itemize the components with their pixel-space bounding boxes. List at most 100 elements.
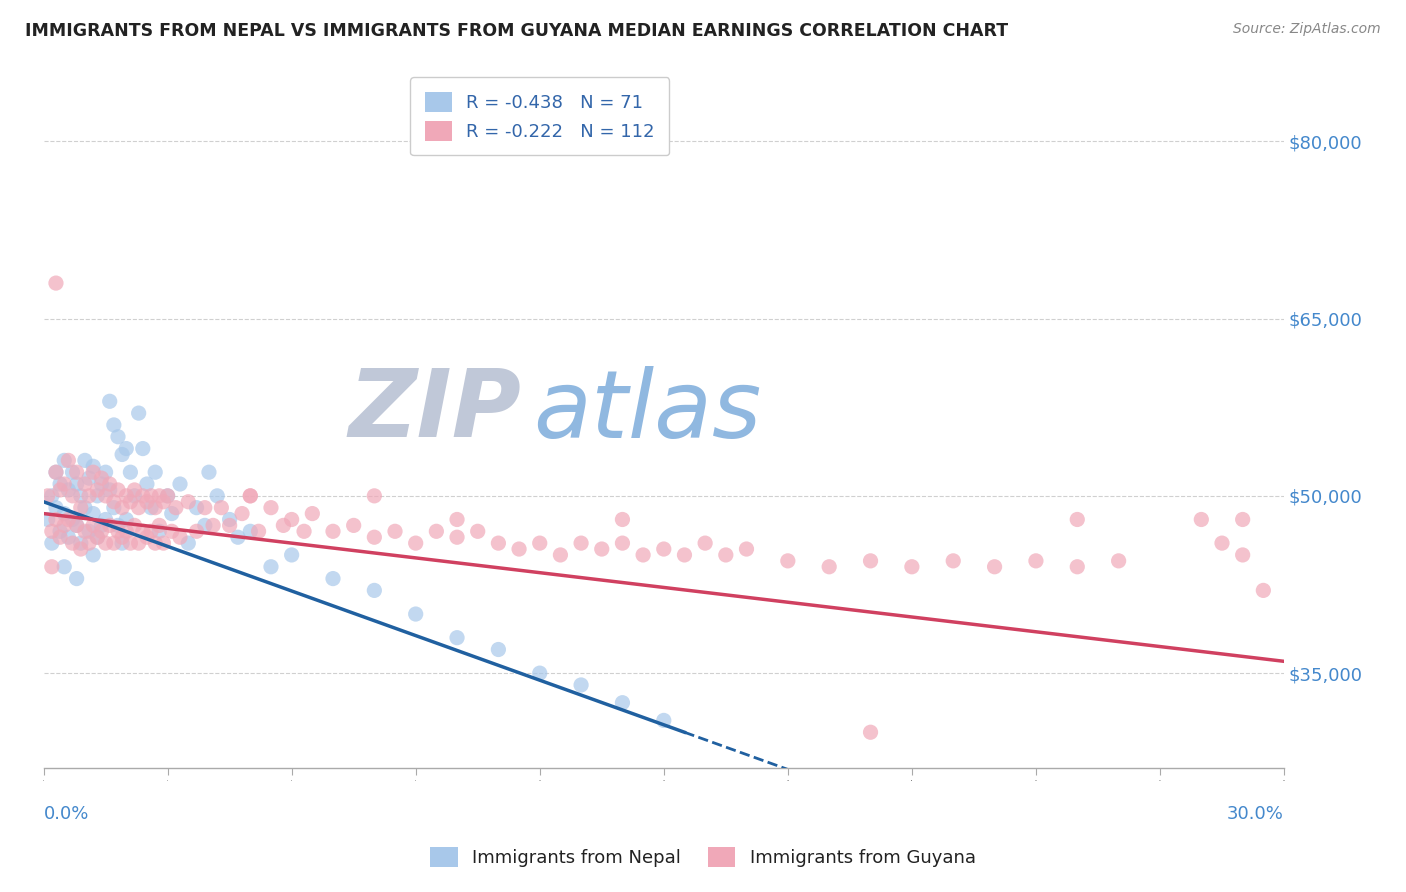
Point [73, 500, 96, 515]
Point [107, 524, 129, 539]
Point [446, 530, 468, 544]
Point [66, 465, 89, 479]
Point [202, 518, 225, 533]
Point [94, 512, 117, 526]
Point [136, 530, 159, 544]
Point [901, 559, 924, 574]
Point [550, 548, 572, 562]
Point [49, 524, 72, 539]
Point [124, 489, 146, 503]
Point [90, 524, 112, 539]
Point [86, 489, 108, 503]
Point [107, 518, 129, 533]
Point [695, 536, 717, 550]
Point [529, 536, 551, 550]
Text: IMMIGRANTS FROM NEPAL VS IMMIGRANTS FROM GUYANA MEDIAN EARNINGS CORRELATION CHAR: IMMIGRANTS FROM NEPAL VS IMMIGRANTS FROM… [25, 22, 1008, 40]
Point [591, 542, 613, 557]
Point [136, 477, 159, 491]
Point [66, 572, 89, 586]
Point [103, 417, 125, 432]
Point [292, 524, 315, 539]
Point [58, 512, 80, 526]
Point [446, 631, 468, 645]
Point [111, 448, 134, 462]
Point [53, 559, 76, 574]
Point [82, 459, 104, 474]
Point [77, 471, 100, 485]
Point [77, 536, 100, 550]
Point [152, 495, 174, 509]
Point [115, 512, 138, 526]
Point [1066, 512, 1088, 526]
Point [62, 465, 84, 479]
Point [859, 725, 882, 739]
Point [53, 507, 76, 521]
Point [62, 512, 84, 526]
Point [41, 524, 63, 539]
Point [280, 512, 302, 526]
Point [90, 471, 112, 485]
Point [1232, 512, 1254, 526]
Point [115, 442, 138, 456]
Point [508, 542, 530, 557]
Point [86, 483, 108, 497]
Legend: R = -0.438   N = 71, R = -0.222   N = 112: R = -0.438 N = 71, R = -0.222 N = 112 [411, 78, 669, 155]
Point [37, 512, 59, 526]
Point [82, 548, 104, 562]
Point [343, 518, 366, 533]
Point [69, 536, 91, 550]
Point [152, 536, 174, 550]
Point [983, 559, 1005, 574]
Point [186, 500, 208, 515]
Point [139, 500, 162, 515]
Point [776, 554, 799, 568]
Point [218, 512, 240, 526]
Point [53, 453, 76, 467]
Point [239, 489, 262, 503]
Point [652, 714, 675, 728]
Point [209, 500, 232, 515]
Legend: Immigrants from Nepal, Immigrants from Guyana: Immigrants from Nepal, Immigrants from G… [423, 839, 983, 874]
Point [66, 477, 89, 491]
Point [301, 507, 323, 521]
Point [49, 530, 72, 544]
Point [160, 524, 183, 539]
Point [69, 489, 91, 503]
Point [169, 530, 191, 544]
Point [73, 524, 96, 539]
Point [1211, 536, 1233, 550]
Point [86, 530, 108, 544]
Point [73, 477, 96, 491]
Point [384, 524, 406, 539]
Point [239, 524, 262, 539]
Point [45, 500, 67, 515]
Point [260, 559, 283, 574]
Point [120, 536, 142, 550]
Point [205, 489, 228, 503]
Point [132, 489, 155, 503]
Point [115, 524, 138, 539]
Point [111, 500, 134, 515]
Point [169, 477, 191, 491]
Point [103, 495, 125, 509]
Point [94, 536, 117, 550]
Point [1232, 548, 1254, 562]
Point [111, 536, 134, 550]
Point [226, 530, 249, 544]
Point [98, 483, 121, 497]
Point [143, 536, 166, 550]
Point [103, 500, 125, 515]
Point [45, 276, 67, 290]
Point [128, 406, 150, 420]
Point [53, 477, 76, 491]
Point [49, 477, 72, 491]
Point [529, 666, 551, 681]
Text: 0.0%: 0.0% [44, 805, 89, 823]
Point [98, 394, 121, 409]
Point [45, 512, 67, 526]
Point [45, 465, 67, 479]
Point [120, 495, 142, 509]
Point [247, 524, 270, 539]
Point [612, 512, 634, 526]
Text: atlas: atlas [533, 366, 762, 457]
